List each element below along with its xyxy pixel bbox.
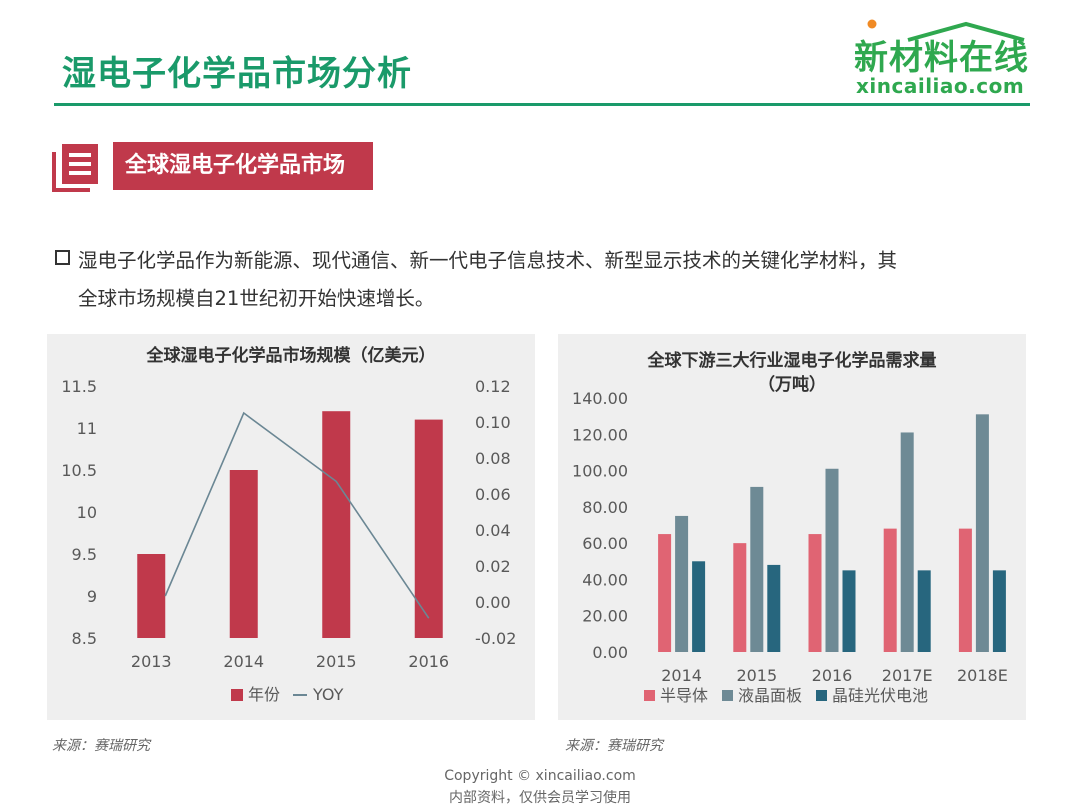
market-size-chart: 全球湿电子化学品市场规模（亿美元） 11.5 11 10.5 10 9.5 9 8.5 0.12… [47, 334, 535, 720]
site-logo: 新材料在线 xincailiao.com [848, 18, 1038, 98]
x-tick-label: 2013 [131, 652, 172, 671]
x-tick-label: 2014 [223, 652, 264, 671]
y-tick-left: 8.5 [72, 629, 97, 648]
bar-半导体-2015 [733, 543, 747, 652]
y-tick-left: 9.5 [72, 545, 97, 564]
x-tick-label: 2015 [316, 652, 357, 671]
bar-2014 [229, 470, 258, 638]
bar-2016 [414, 419, 443, 638]
legend-label-1: 液晶面板 [738, 686, 802, 705]
y-tick-right: 0.12 [475, 377, 511, 396]
bar-2013 [137, 554, 166, 638]
market-size-chart-svg: 全球湿电子化学品市场规模（亿美元） 11.5 11 10.5 10 9.5 9 8.5 0.12… [61, 345, 516, 704]
page-title: 湿电子化学品市场分析 [62, 54, 412, 94]
legend-swatch-0 [644, 690, 655, 701]
bar-液晶面板-2014 [675, 515, 689, 652]
legend-swatch-bar [231, 689, 243, 701]
y-tick: 140.00 [572, 389, 628, 408]
body-line-2: 全球市场规模自21世纪初开始快速增长。 [78, 287, 435, 310]
legend-label-bar: 年份 [248, 685, 280, 704]
x-tick-label: 2018E [957, 666, 1008, 685]
demand-chart-svg: 全球下游三大行业湿电子化学品需求量 （万吨） 140.00 120.00 100.00 8… [572, 350, 1008, 705]
chart-title-line2: （万吨） [758, 374, 826, 395]
logo-text-cn: 新材料在线 [854, 38, 1029, 78]
x-tick-label: 2016 [812, 666, 853, 685]
source-note-left: 来源：赛瑞研究 [52, 738, 150, 754]
y-tick: 40.00 [582, 570, 628, 589]
x-tick-label: 2015 [736, 666, 777, 685]
body-line-1: 湿电子化学品作为新能源、现代通信、新一代电子信息技术、新型显示技术的关键化学材料… [78, 249, 898, 272]
footer-notice: 内部资料，仅供会员学习使用 [449, 790, 631, 806]
y-tick-left: 11.5 [61, 377, 97, 396]
x-tick-label: 2017E [882, 666, 933, 685]
y-tick-right: 0.06 [475, 485, 511, 504]
title-divider [54, 103, 1030, 106]
bar-晶硅光伏电池-2017E [917, 570, 931, 652]
bar-2015 [322, 411, 351, 638]
bar-晶硅光伏电池-2018E [992, 570, 1006, 652]
y-tick: 100.00 [572, 462, 628, 481]
bullet-square-icon [55, 250, 70, 265]
body-paragraph: 湿电子化学品作为新能源、现代通信、新一代电子信息技术、新型显示技术的关键化学材料… [78, 242, 1038, 318]
legend-swatch-2 [816, 690, 827, 701]
document-icon [52, 144, 98, 192]
legend-label-2: 晶硅光伏电池 [832, 686, 928, 705]
y-tick-right: 0.10 [475, 413, 511, 432]
y-tick: 80.00 [582, 498, 628, 517]
legend-label-line: YOY [312, 685, 344, 704]
y-tick-left: 9 [87, 587, 97, 606]
yoy-line [164, 411, 430, 619]
bar-液晶面板-2015 [750, 486, 764, 652]
footer-copyright: Copyright © xincailiao.com [444, 768, 636, 784]
bar-晶硅光伏电池-2014 [692, 561, 706, 652]
x-tick-label: 2014 [661, 666, 702, 685]
y-tick-right: 0.02 [475, 557, 511, 576]
chart-title-line1: 全球下游三大行业湿电子化学品需求量 [647, 350, 937, 371]
y-tick-right: 0.00 [475, 593, 511, 612]
logo-text-en: xincailiao.com [856, 74, 1025, 98]
bar-半导体-2018E [958, 528, 972, 652]
logo-roof-icon [867, 19, 1025, 42]
legend-label-0: 半导体 [660, 686, 708, 705]
y-tick: 20.00 [582, 607, 628, 626]
section-banner: 全球湿电子化学品市场 [113, 142, 373, 190]
y-tick: 120.00 [572, 425, 628, 444]
chart-title: 全球湿电子化学品市场规模（亿美元） [146, 345, 436, 366]
y-tick: 60.00 [582, 534, 628, 553]
y-tick-left: 10.5 [61, 461, 97, 480]
y-tick-left: 11 [77, 419, 97, 438]
y-tick-right: 0.04 [475, 521, 511, 540]
bar-晶硅光伏电池-2015 [767, 564, 781, 652]
bar-半导体-2016 [808, 534, 822, 652]
x-tick-label: 2016 [408, 652, 449, 671]
bar-晶硅光伏电池-2016 [842, 570, 856, 652]
y-tick: 0.00 [592, 643, 628, 662]
bar-半导体-2014 [658, 534, 672, 652]
demand-chart: 全球下游三大行业湿电子化学品需求量 （万吨） 140.00 120.00 100.00 8… [558, 334, 1026, 720]
bar-半导体-2017E [883, 528, 897, 652]
y-tick-left: 10 [77, 503, 97, 522]
bar-液晶面板-2017E [900, 432, 914, 652]
y-tick-right: 0.08 [475, 449, 511, 468]
bar-液晶面板-2016 [825, 468, 839, 652]
source-note-right: 来源：赛瑞研究 [565, 738, 663, 754]
legend-swatch-1 [722, 690, 733, 701]
bar-液晶面板-2018E [975, 414, 989, 652]
y-tick-right: -0.02 [475, 629, 516, 648]
